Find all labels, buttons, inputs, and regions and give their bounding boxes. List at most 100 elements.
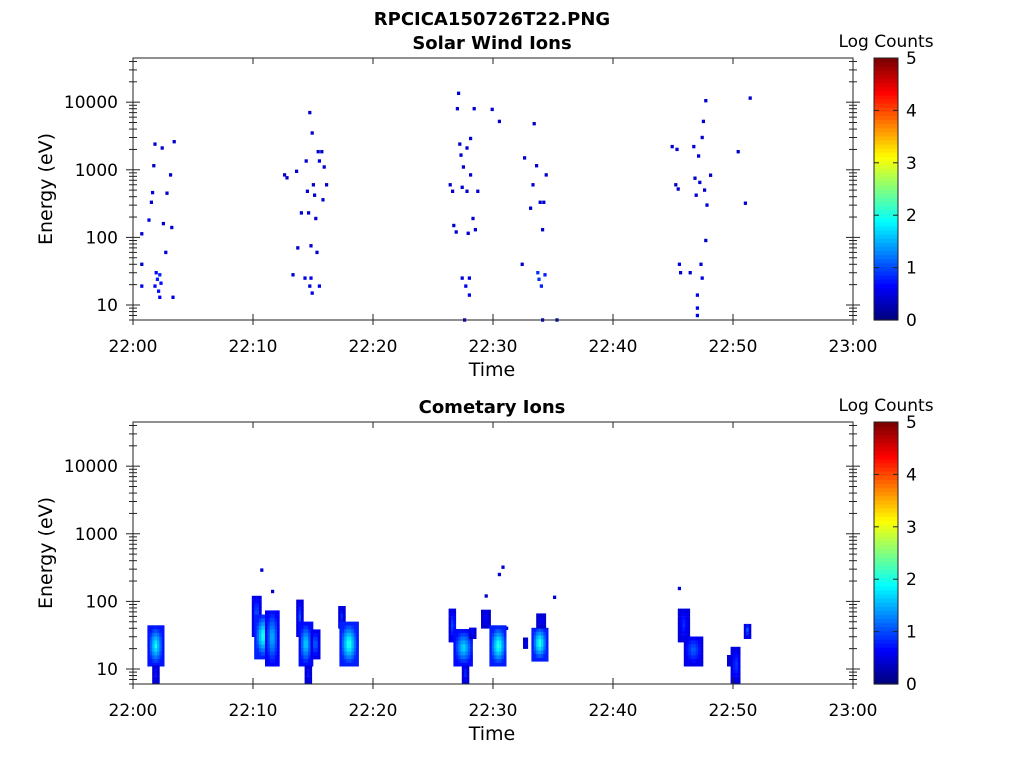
data-cell (307, 673, 310, 677)
colorbar-swatch (874, 304, 898, 309)
data-cell (275, 655, 278, 659)
data-cell (543, 613, 546, 617)
data-cell (553, 596, 556, 599)
data-cell (696, 640, 699, 644)
data-cell (147, 637, 150, 641)
colorbar-swatch (874, 483, 898, 488)
data-cell (267, 644, 270, 648)
data-cell (347, 640, 350, 644)
data-cell (159, 648, 162, 652)
data-cell (311, 633, 314, 637)
data-cell (303, 659, 306, 663)
colorbar-swatch (874, 169, 898, 174)
data-cell (305, 159, 308, 162)
data-cell (313, 629, 316, 633)
data-cell (265, 644, 268, 648)
data-cell (267, 651, 270, 655)
data-cell (497, 651, 500, 655)
data-cell (468, 644, 471, 648)
data-cell (308, 640, 311, 644)
data-cell (489, 640, 492, 644)
data-cell (698, 655, 701, 659)
data-cell (320, 150, 323, 153)
data-cell (543, 273, 546, 276)
data-cell (539, 613, 542, 617)
data-cell (698, 648, 701, 652)
data-cell (542, 201, 545, 204)
data-cell (462, 665, 465, 669)
data-cell (275, 644, 278, 648)
data-cell (494, 637, 497, 641)
data-cell (698, 640, 701, 644)
data-cell (272, 648, 275, 652)
data-cell (546, 635, 549, 639)
colorbar-swatch (874, 58, 898, 63)
data-cell (299, 622, 302, 626)
colorbar-swatch (874, 99, 898, 104)
data-cell (272, 655, 275, 659)
data-cell (270, 659, 273, 663)
data-cell (735, 669, 738, 673)
colorbar-label: Log Counts (838, 32, 933, 52)
data-cell (529, 207, 532, 210)
data-cell (267, 637, 270, 641)
x-axis-label: Time (468, 723, 516, 745)
data-cell (501, 625, 504, 629)
data-cell (463, 644, 466, 648)
data-cell (738, 665, 741, 669)
data-cell (525, 645, 528, 649)
data-cell (693, 640, 696, 644)
data-cell (347, 644, 350, 648)
colorbar-swatch (874, 492, 898, 497)
data-cell (150, 640, 153, 644)
data-cell (259, 622, 262, 626)
data-cell (679, 271, 682, 274)
data-cell (461, 640, 464, 644)
data-cell (494, 640, 497, 644)
data-cell (342, 659, 345, 663)
colorbar-swatch (874, 533, 898, 538)
data-cell (696, 659, 699, 663)
data-cell (306, 629, 309, 633)
data-cell (458, 142, 461, 145)
data-cell (338, 617, 341, 621)
data-cell (469, 137, 472, 140)
data-cell (296, 626, 299, 630)
data-cell (749, 624, 752, 628)
data-cell (338, 610, 341, 614)
data-cell (150, 201, 153, 204)
colorbar-swatch (874, 275, 898, 280)
data-cell (313, 633, 316, 637)
data-cell (261, 637, 264, 641)
data-cell (344, 633, 347, 637)
data-cell (735, 651, 738, 655)
colorbar-swatch (874, 181, 898, 186)
colorbar-swatch (874, 422, 898, 427)
x-tick-label: 22:20 (349, 337, 398, 357)
data-cell (499, 644, 502, 648)
data-cell (307, 669, 310, 673)
data-cell (701, 651, 704, 655)
data-cell (543, 617, 546, 621)
data-cell (687, 609, 690, 613)
data-cell (339, 633, 342, 637)
colorbar-swatch (874, 508, 898, 513)
data-cell (489, 637, 492, 641)
data-cell (157, 637, 160, 641)
data-cell (684, 663, 687, 667)
data-cell (272, 663, 275, 667)
data-cell (252, 611, 255, 615)
data-cell (543, 643, 546, 647)
data-cell (492, 663, 495, 667)
data-cell (539, 625, 542, 629)
data-cell (453, 655, 456, 659)
data-cell (491, 108, 494, 111)
data-cell (483, 617, 486, 621)
data-cell (356, 648, 359, 652)
data-cell (301, 640, 304, 644)
data-cell (341, 617, 344, 621)
data-cell (497, 633, 500, 637)
data-cell (537, 278, 540, 281)
data-cell (252, 633, 255, 637)
data-cell (499, 640, 502, 644)
